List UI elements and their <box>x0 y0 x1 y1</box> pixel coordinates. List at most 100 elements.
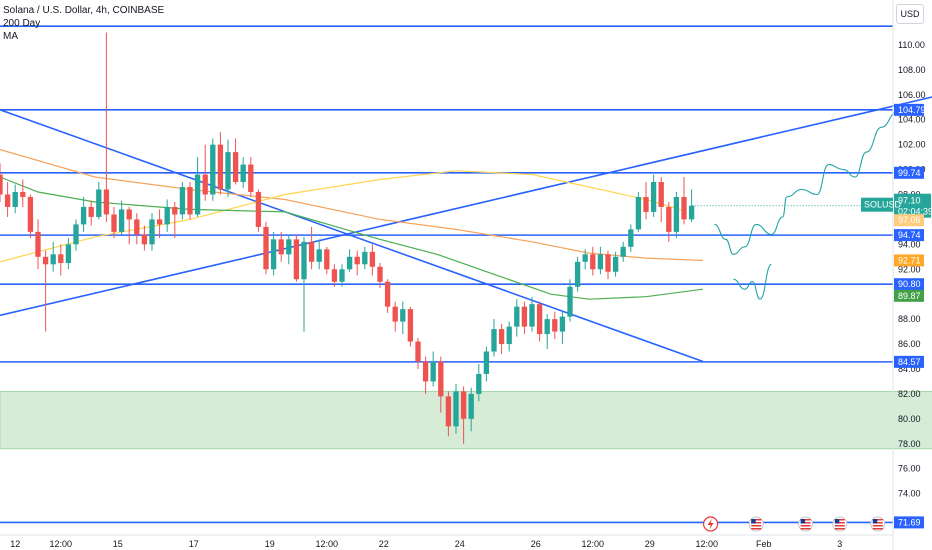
candle-body <box>27 196 34 232</box>
candle-body <box>278 239 284 255</box>
candle <box>483 346 490 382</box>
candle <box>392 301 398 332</box>
candle <box>58 244 64 276</box>
flag-stripe <box>751 525 762 527</box>
economic-event-flag-icon <box>798 516 814 532</box>
y-tick-label: 78.00 <box>898 439 921 449</box>
flag-stripe <box>834 528 845 530</box>
flag-stripe <box>834 525 845 527</box>
candle <box>156 209 163 239</box>
candle-body <box>605 254 611 272</box>
candle <box>643 182 649 220</box>
candle-body <box>324 249 330 270</box>
flag-stripe <box>872 528 883 530</box>
candle-body <box>141 234 148 245</box>
level-price-label: 99.74 <box>898 168 921 178</box>
flag-stripe <box>872 519 883 521</box>
candle <box>187 182 193 220</box>
level-price-tag <box>894 355 924 368</box>
candle <box>529 296 535 332</box>
indicator-name-2[interactable]: MA <box>3 31 18 42</box>
economic-event-flag-icon <box>870 516 886 532</box>
flag-stripe <box>800 528 811 530</box>
lightning-event-icon <box>702 516 719 532</box>
candle <box>164 199 170 232</box>
level-price-tag <box>894 229 924 242</box>
candle <box>521 301 528 335</box>
symbol-title[interactable]: Solana / U.S. Dollar, 4h, COINBASE <box>3 5 165 16</box>
candle <box>362 246 368 270</box>
candle <box>134 213 140 245</box>
candle <box>635 191 642 232</box>
candle-body <box>179 187 186 215</box>
candle <box>217 132 224 195</box>
flag-canton <box>800 519 806 524</box>
flag-stripe <box>834 522 845 524</box>
candle-body <box>681 196 687 220</box>
candle <box>111 206 117 239</box>
candle <box>179 182 186 220</box>
candle <box>126 206 132 245</box>
candle <box>574 256 581 292</box>
candle <box>438 356 444 413</box>
candle <box>331 264 338 287</box>
candle-body <box>552 319 558 332</box>
trendline <box>0 96 932 317</box>
x-tick-label: Feb <box>756 539 772 549</box>
candle-body <box>514 306 520 327</box>
candle-body <box>232 152 239 183</box>
level-price-tag <box>894 278 924 291</box>
candle-body <box>4 194 11 207</box>
candle <box>202 144 208 201</box>
candle-body <box>354 256 360 265</box>
candle <box>590 246 596 276</box>
candle-body <box>362 251 368 265</box>
candle-body <box>134 219 140 235</box>
candle <box>141 225 148 251</box>
flag-stripe <box>872 525 883 527</box>
currency-button[interactable]: USD <box>896 4 924 24</box>
candle <box>42 250 49 332</box>
x-tick-label: 12 <box>10 539 20 549</box>
y-tick-label: 82.00 <box>898 389 921 399</box>
candle-body <box>149 219 155 245</box>
moving-average-line <box>0 149 704 262</box>
indicator-name[interactable]: 200 Day <box>3 18 41 29</box>
flag-stripe <box>751 522 762 524</box>
candle <box>377 263 383 288</box>
candle <box>597 246 604 275</box>
candle <box>240 157 246 189</box>
candle-body <box>628 229 634 247</box>
candle <box>73 219 79 251</box>
candle-body <box>126 209 132 220</box>
candle <box>514 299 520 337</box>
candle-body <box>384 281 391 307</box>
y-tick-label: 84.00 <box>898 364 921 374</box>
candle <box>422 356 429 394</box>
candle <box>324 246 330 275</box>
candle-body <box>597 254 604 270</box>
candle-body <box>293 239 300 280</box>
candle <box>612 251 619 277</box>
lightning-bolt <box>707 519 714 529</box>
candle-body <box>73 224 79 245</box>
candle-body <box>339 269 345 282</box>
candle-body <box>316 249 322 262</box>
candle-body <box>400 309 406 322</box>
candle-body <box>248 164 254 192</box>
candle-body <box>612 256 619 272</box>
level-price-label: 94.74 <box>898 230 921 240</box>
y-tick-label: 92.00 <box>898 264 921 274</box>
y-tick-label: 74.00 <box>898 489 921 499</box>
last-price-label: 97.10 <box>898 196 921 206</box>
candle-body <box>658 182 664 207</box>
candle-body <box>20 191 26 197</box>
flag-stripe <box>800 525 811 527</box>
candle <box>498 324 505 355</box>
ma-price-tag <box>894 214 924 227</box>
candle-body <box>650 182 657 212</box>
y-tick-label: 110.00 <box>898 40 925 50</box>
candle <box>650 174 657 217</box>
ma-price-tag <box>894 254 924 267</box>
